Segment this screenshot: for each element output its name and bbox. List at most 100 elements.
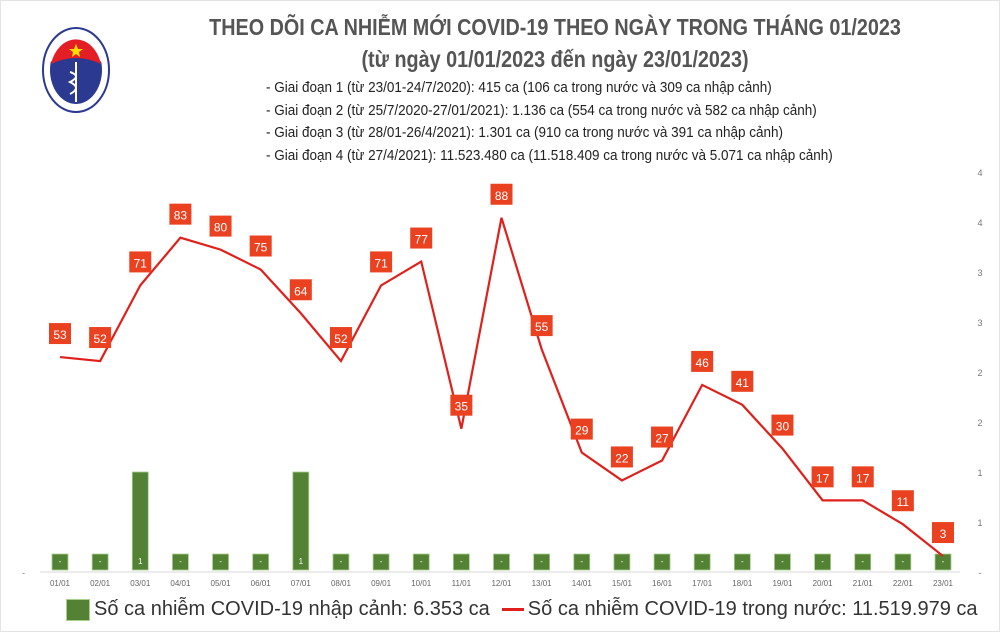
right-axis-tick-label: 4 <box>977 168 982 178</box>
legend-swatch-line <box>501 608 524 611</box>
bar <box>452 553 470 571</box>
line-data-label-box <box>891 490 914 512</box>
line-data-label-box <box>169 203 192 225</box>
bar-label: - <box>861 557 864 566</box>
line-data-label: 77 <box>415 233 429 247</box>
legend-swatch-bar <box>66 598 90 621</box>
x-tick-label: 15/01 <box>612 579 633 588</box>
line-data-label-box <box>811 466 834 488</box>
bar-label: - <box>821 557 824 566</box>
bar <box>693 553 711 571</box>
x-tick-label: 12/01 <box>491 579 512 588</box>
x-tick-label: 23/01 <box>933 579 954 588</box>
line-data-label-box <box>530 315 553 337</box>
line-data-label: 71 <box>374 256 388 270</box>
bar-label: - <box>179 557 182 566</box>
right-axis-tick-label: 1 <box>977 518 982 528</box>
line-data-label: 55 <box>535 320 549 334</box>
bar-label: - <box>701 557 704 566</box>
line-data-label-box <box>450 394 473 416</box>
bar-label: - <box>99 557 102 566</box>
bar-label: - <box>942 557 945 566</box>
bar-label: - <box>781 557 784 566</box>
bar <box>613 553 631 571</box>
bar <box>372 553 390 571</box>
x-tick-label: 20/01 <box>813 579 834 588</box>
bar <box>332 553 350 571</box>
x-tick-label: 13/01 <box>532 579 553 588</box>
bar <box>131 471 149 571</box>
line-data-label-box <box>329 327 352 349</box>
bar <box>493 553 510 571</box>
bar <box>533 553 551 571</box>
line-data-label: 64 <box>294 284 308 298</box>
line-data-label-box <box>370 251 393 273</box>
line-data-label-box <box>932 522 954 544</box>
line-data-label: 46 <box>696 356 710 370</box>
line-series <box>59 217 944 557</box>
bar-label: - <box>661 557 664 566</box>
phase-note: - Giai đoạn 1 (từ 23/01-24/7/2020): 415 … <box>266 79 772 96</box>
bar <box>51 553 69 571</box>
right-axis-tick-label: 4 <box>977 218 982 228</box>
line-data-label-box <box>289 279 312 301</box>
line-data-label-box <box>771 414 794 436</box>
line-data-label: 83 <box>174 209 188 223</box>
right-axis-tick-label: 3 <box>977 268 982 278</box>
bar <box>91 553 109 571</box>
right-axis-tick-label: 2 <box>977 418 982 428</box>
x-tick-label: 08/01 <box>331 579 352 588</box>
bar <box>934 553 952 571</box>
bar-label: - <box>580 557 583 566</box>
line-data-label-box <box>691 350 714 372</box>
line-data-label: 17 <box>816 471 830 485</box>
bar <box>573 553 591 571</box>
bar-label: - <box>902 557 905 566</box>
bar <box>854 553 872 571</box>
right-axis-tick-label: 1 <box>977 468 982 478</box>
chart-title: THEO DÕI CA NHIỄM MỚI COVID-19 THEO NGÀY… <box>209 14 901 40</box>
bar <box>894 553 912 571</box>
left-axis-tick-label: - <box>22 568 25 578</box>
x-tick-label: 17/01 <box>692 579 713 588</box>
line-data-label: 41 <box>736 376 750 390</box>
bar-label: - <box>621 557 624 566</box>
line-data-label-box <box>249 235 272 257</box>
x-tick-label: 14/01 <box>572 579 593 588</box>
phase-notes: - Giai đoạn 1 (từ 23/01-24/7/2020): 415 … <box>266 77 833 167</box>
line-data-label-box <box>651 426 674 448</box>
line-data-label-box <box>490 183 513 205</box>
bar <box>653 553 671 571</box>
x-tick-label: 22/01 <box>893 579 914 588</box>
bar <box>814 553 831 571</box>
line-data-label: 27 <box>655 432 669 446</box>
line-data-label-box <box>851 466 874 488</box>
bar-label: 1 <box>138 557 143 566</box>
x-tick-label: 01/01 <box>50 579 71 588</box>
bar-label: 1 <box>299 557 304 566</box>
line-data-label-box <box>610 446 633 468</box>
x-tick-label: 19/01 <box>772 579 793 588</box>
x-tick-label: 16/01 <box>652 579 673 588</box>
chart-subtitle: (từ ngày 01/01/2023 đến ngày 23/01/2023) <box>361 46 749 72</box>
x-tick-label: 10/01 <box>411 579 432 588</box>
x-tick-label: 03/01 <box>130 579 151 588</box>
phase-note: - Giai đoạn 2 (từ 25/7/2020-27/01/2021):… <box>266 101 817 119</box>
line-data-label: 75 <box>254 241 268 255</box>
line-data-label: 29 <box>575 424 589 438</box>
bar <box>733 553 751 571</box>
line-data-label-box <box>49 323 71 345</box>
line-data-label-box <box>410 227 433 249</box>
line-data-label: 17 <box>856 471 870 485</box>
x-tick-label: 18/01 <box>732 579 753 588</box>
bar <box>252 553 270 571</box>
phase-note: - Giai đoạn 3 (từ 28/01-26/4/2021): 1.30… <box>266 124 784 141</box>
bar-label: - <box>219 557 222 566</box>
bar-label: - <box>59 557 62 566</box>
line-data-label-box <box>89 327 112 349</box>
line-data-label: 71 <box>134 256 148 270</box>
line-data-label: 22 <box>615 451 629 465</box>
bar <box>292 471 310 571</box>
bar <box>412 553 430 571</box>
legend-label-line: Số ca nhiễm COVID-19 trong nước: 11.519.… <box>527 598 978 620</box>
